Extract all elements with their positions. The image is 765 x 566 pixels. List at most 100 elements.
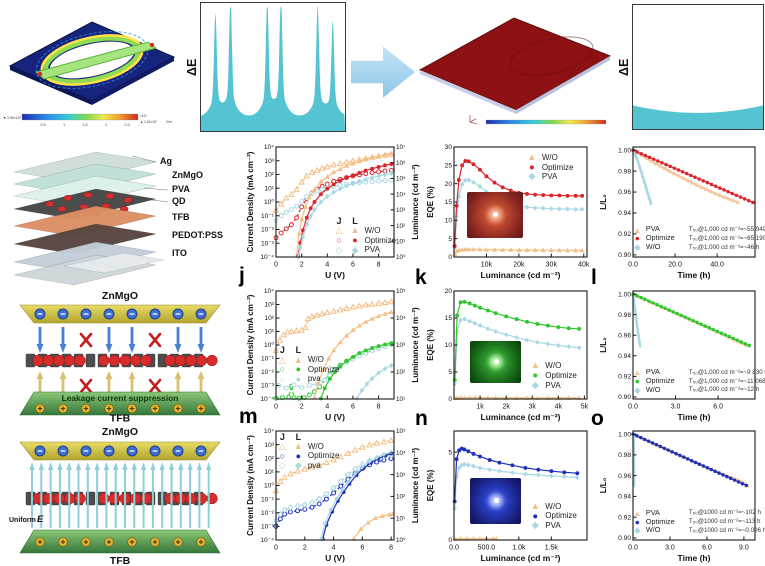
svg-text:5: 5 (448, 449, 452, 456)
svg-text:3k: 3k (529, 404, 537, 411)
svg-text:10⁴: 10⁴ (264, 428, 274, 435)
svg-text:10⁰: 10⁰ (264, 483, 274, 490)
svg-text:2: 2 (300, 404, 304, 411)
svg-text:2.5: 2.5 (124, 123, 129, 127)
legend-item: ◆ W/O T₅₀@1000 cd m⁻²=~0.006 h (634, 525, 765, 536)
svg-text:0.0: 0.0 (628, 262, 638, 269)
colorbar (21, 113, 139, 121)
panel-letter-m: m (239, 405, 258, 428)
legend-item: △ ▲ W/O (278, 354, 324, 365)
m_life-legend: ▲ PVA T₅₀@1000 cd m⁻²=~102 h ● Optimize T₅₀@1… (632, 508, 765, 536)
svg-text:10⁻²: 10⁻² (261, 510, 275, 517)
svg-text:10⁻⁴: 10⁻⁴ (260, 396, 274, 403)
svg-text:0.96: 0.96 (618, 332, 631, 339)
svg-text:10¹: 10¹ (396, 396, 405, 403)
svg-text:L/L₀: L/L₀ (599, 337, 608, 353)
lifetime-chart-blue-device: 0.0 3.0 6.0 9.0 0.90 0.92 0.94 0.96 0.98 1.00 Time… (597, 426, 765, 564)
svg-text:10⁵: 10⁵ (396, 176, 406, 183)
eqe-chart-green-device: 1k 2k 3k 4k 5k 0 5 10 15 20 Luminance (cd m⁻²) EQE … (424, 286, 595, 423)
legend-item: ◇ ◆ pva (278, 460, 321, 471)
svg-text:0: 0 (448, 396, 452, 403)
svg-text:0.92: 0.92 (618, 514, 631, 521)
svg-text:40k: 40k (578, 262, 590, 269)
svg-text:10⁻²: 10⁻² (261, 227, 275, 234)
svg-text:Luminance (cd m⁻²): Luminance (cd m⁻²) (411, 447, 420, 523)
svg-text:6.0: 6.0 (713, 404, 723, 411)
svg-text:10⁴: 10⁴ (396, 315, 406, 322)
svg-text:4: 4 (325, 404, 329, 411)
svg-text:0.0: 0.0 (628, 404, 638, 411)
svg-text:1.00: 1.00 (618, 431, 631, 438)
svg-text:1.0k: 1.0k (512, 545, 526, 552)
svg-text:10²: 10² (264, 455, 274, 462)
legend-item: ● Optimize (532, 510, 577, 522)
svg-text:0: 0 (274, 545, 278, 552)
svg-text:TFB: TFB (110, 555, 131, 566)
legend-item: ● Optimize T₅₀@1,000 cd m⁻²=~11 068 h (634, 375, 765, 387)
legend-item: ◆ PVA (531, 379, 561, 391)
svg-text:10¹: 10¹ (264, 469, 274, 476)
svg-text:0.96: 0.96 (618, 189, 631, 196)
svg-text:10²: 10² (396, 369, 405, 376)
svg-text:U (V): U (V) (325, 412, 345, 422)
jv-chart-blue-device: 0 2 4 6 8 10⁻⁴ 10⁻³ 10⁻² 10⁻¹ 10⁰ 10¹ 10² 10³ 10⁴ 10⁰ 1… (244, 426, 421, 564)
svg-text:10⁵: 10⁵ (396, 428, 406, 435)
svg-text:10⁴: 10⁴ (264, 144, 274, 151)
flow-arrow-icon (351, 46, 415, 98)
legend-item: ▲ W/O (530, 500, 562, 512)
svg-text:2k: 2k (502, 404, 510, 411)
i_eqe-legend: ▲ W/O ● Optimize ◆ PVA (525, 153, 574, 182)
svg-text:15: 15 (445, 315, 453, 322)
legend-item: ● Optimize T₅₀@1,000 cd m⁻²=~65 190 h (634, 233, 765, 244)
legend-item: ◆ W/O T₅₀@1,000 cd m⁻²=~12 h (634, 384, 760, 395)
i_life-legend: ▲ PVA T₅₀@1,000 cd m⁻²=~55 949 h ● Optimize T… (632, 225, 765, 251)
svg-text:TFB: TFB (110, 413, 131, 423)
svg-text:40.0: 40.0 (710, 262, 724, 269)
svg-text:1: 1 (63, 123, 65, 127)
colorbar-exp: ×10⁷ (140, 114, 148, 118)
svg-text:10: 10 (445, 342, 453, 349)
svg-text:5k: 5k (581, 404, 589, 411)
svg-text:10⁻⁴: 10⁻⁴ (260, 254, 274, 261)
svg-text:Luminance (cd m⁻²): Luminance (cd m⁻²) (480, 270, 560, 280)
svg-text:30: 30 (445, 144, 453, 151)
svg-text:6: 6 (351, 404, 355, 411)
svg-text:ZnMgO: ZnMgO (102, 426, 138, 438)
svg-text:10³: 10³ (264, 302, 274, 309)
svg-text:4: 4 (325, 262, 329, 269)
svg-text:1.5: 1.5 (82, 123, 87, 127)
j_jv-legend: J L △ ▲ W/O ○ ● Optimize ○ ● pva (276, 346, 340, 384)
delta-e-axis-label: ΔE (617, 58, 631, 76)
svg-text:10⁰: 10⁰ (264, 342, 274, 349)
svg-text:2: 2 (300, 262, 304, 269)
jv-chart-red-device: 0 2 4 6 8 10⁻⁴ 10⁻³ 10⁻² 10⁻¹ 10⁰ 10¹ 10² 10³ 10⁴ 10⁰ 1… (244, 142, 421, 281)
svg-text:1.5k: 1.5k (545, 545, 559, 552)
svg-text:10⁰: 10⁰ (396, 537, 406, 544)
svg-text:10¹: 10¹ (396, 238, 405, 245)
svg-text:0: 0 (448, 537, 452, 544)
svg-text:10⁻³: 10⁻³ (261, 240, 275, 247)
svg-text:3.0: 3.0 (671, 404, 681, 411)
legend-item: ▲ PVA T₅₀@1,000 cd m⁻²=~9 830 h (633, 367, 765, 378)
svg-text:10⁻³: 10⁻³ (261, 524, 275, 531)
svg-text:Luminance (cd m⁻²): Luminance (cd m⁻²) (411, 164, 420, 240)
svg-text:2: 2 (105, 123, 107, 127)
legend-item: ○ ● Optimize (279, 450, 340, 461)
svg-text:1k: 1k (476, 404, 484, 411)
panel-letter-j: j (239, 264, 245, 287)
svg-text:0.94: 0.94 (618, 210, 631, 217)
svg-text:0.0: 0.0 (449, 545, 459, 552)
svg-text:10¹: 10¹ (264, 185, 274, 192)
legend-item: ▲ W/O (530, 360, 562, 372)
svg-text:10³: 10³ (396, 207, 405, 214)
svg-text:5: 5 (448, 236, 452, 243)
svg-text:10³: 10³ (396, 342, 405, 349)
svg-text:1.00: 1.00 (618, 147, 631, 154)
svg-text:6: 6 (360, 545, 364, 552)
svg-text:Luminance (cd m⁻²): Luminance (cd m⁻²) (480, 412, 560, 422)
svg-text:0.96: 0.96 (618, 473, 631, 480)
legend-item: ● Optimize (529, 161, 574, 173)
svg-text:0.5: 0.5 (40, 123, 45, 127)
